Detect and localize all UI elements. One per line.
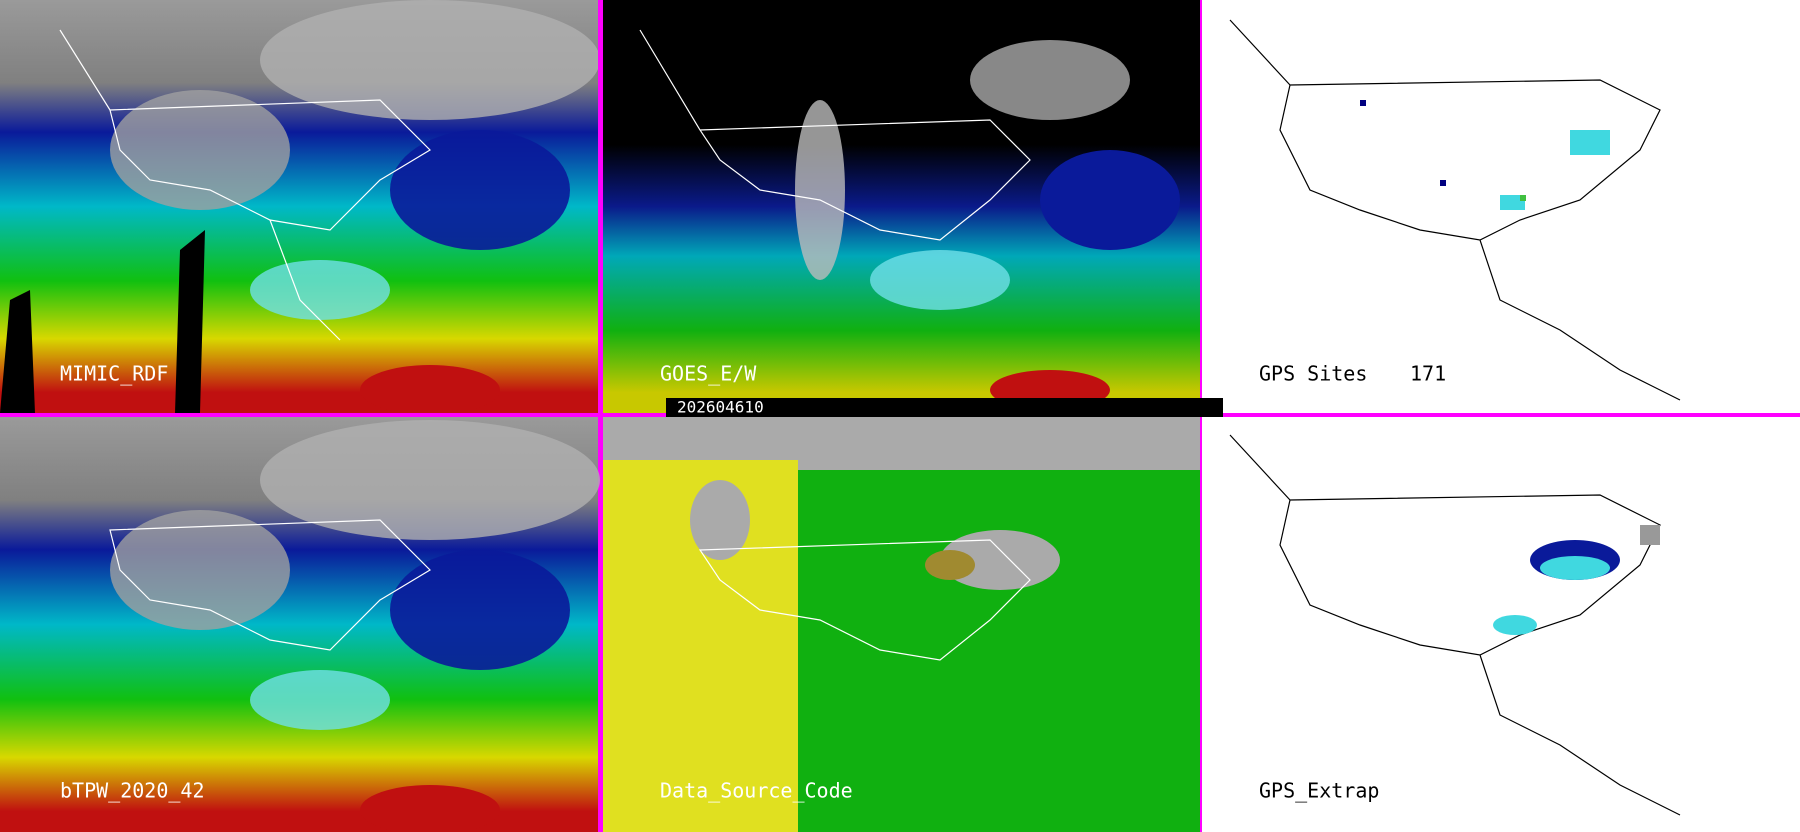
panel-gps-sites bbox=[1202, 0, 1800, 413]
panel-data-source bbox=[603, 417, 1200, 832]
panel-label: MIMIC_RDF bbox=[60, 362, 168, 386]
panel-label: Data_Source_Code bbox=[660, 779, 853, 803]
site-count: 171 bbox=[1410, 362, 1446, 386]
panel-gps-extrap bbox=[1202, 417, 1800, 832]
panel-label: bTPW_2020_42 bbox=[60, 779, 205, 803]
panel-btpw bbox=[0, 417, 600, 832]
panel-label: GPS_Extrap bbox=[1259, 779, 1379, 803]
timestamp: 202604610 bbox=[677, 398, 764, 417]
panel-goes bbox=[603, 0, 1200, 413]
panel-label: GPS Sites bbox=[1259, 362, 1367, 386]
timestamp-bar bbox=[666, 398, 1223, 417]
panel-label: GOES_E/W bbox=[660, 362, 757, 386]
panel-mimic bbox=[0, 0, 600, 415]
